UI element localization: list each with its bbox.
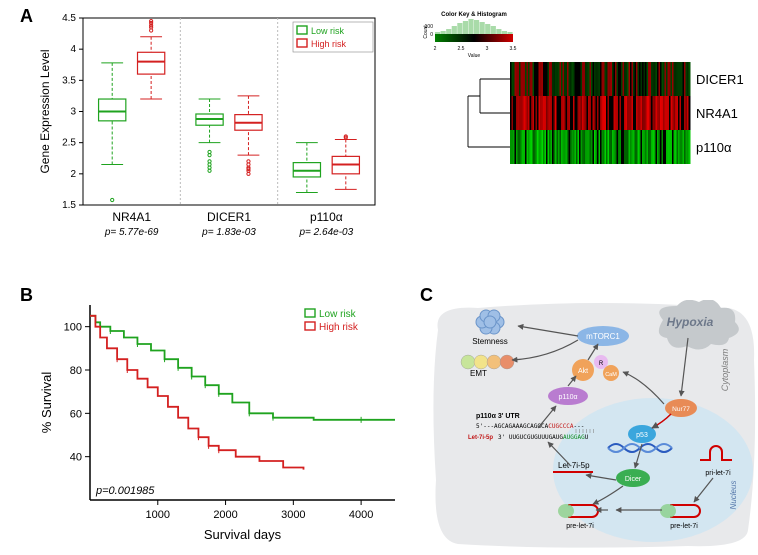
svg-text:pri-let-7i: pri-let-7i <box>705 470 731 477</box>
svg-text:EMT: EMT <box>470 369 487 378</box>
svg-text:3000: 3000 <box>281 509 305 521</box>
svg-text:3' UUGUCGUGUUUGAUGAUGGAGU: 3' UUGUCGUGUUUGAUGAUGGAGU <box>498 434 589 441</box>
svg-text:p110α: p110α <box>310 210 343 224</box>
svg-text:4: 4 <box>70 44 76 55</box>
heatmap-chart: Color Key & Histogram1000Count22.533.5Va… <box>400 8 750 198</box>
svg-text:Nur77: Nur77 <box>672 406 690 413</box>
svg-text:60: 60 <box>70 408 82 420</box>
svg-text:2.5: 2.5 <box>62 138 76 149</box>
svg-text:p= 5.77e-69: p= 5.77e-69 <box>104 227 159 238</box>
svg-text:p= 1.83e-03: p= 1.83e-03 <box>201 227 256 238</box>
panel-a-label: A <box>20 6 33 27</box>
svg-text:p110α: p110α <box>696 140 732 155</box>
svg-text:pre-let-7i: pre-let-7i <box>670 523 698 530</box>
svg-text:4000: 4000 <box>349 509 373 521</box>
svg-text:Akt: Akt <box>578 368 588 375</box>
svg-text:2: 2 <box>434 46 437 52</box>
svg-text:p= 2.64e-03: p= 2.64e-03 <box>298 227 353 238</box>
svg-text:1.5: 1.5 <box>62 200 76 211</box>
svg-text:0: 0 <box>430 32 433 38</box>
svg-text:% Survival: % Survival <box>39 372 54 434</box>
svg-text:CaM: CaM <box>605 372 617 378</box>
svg-text:NR4A1: NR4A1 <box>696 106 738 121</box>
panel-b-label: B <box>20 285 33 306</box>
svg-text:Let-7i-5p: Let-7i-5p <box>468 435 493 441</box>
svg-text:1000: 1000 <box>146 509 170 521</box>
svg-text:High risk: High risk <box>319 322 359 333</box>
svg-text:p=0.001985: p=0.001985 <box>95 485 155 497</box>
svg-text:Dicer: Dicer <box>625 476 642 483</box>
svg-text:p110α 3' UTR: p110α 3' UTR <box>476 413 520 420</box>
svg-text:100: 100 <box>64 322 82 334</box>
svg-text:Low risk: Low risk <box>311 26 345 36</box>
svg-text:mTORC1: mTORC1 <box>586 332 620 341</box>
svg-text:2.5: 2.5 <box>458 46 465 52</box>
svg-text:3: 3 <box>70 107 76 118</box>
svg-text:Survival days: Survival days <box>204 527 282 542</box>
svg-text:3.5: 3.5 <box>510 46 517 52</box>
svg-text:Value: Value <box>468 53 481 59</box>
svg-text:Cytoplasm: Cytoplasm <box>720 348 730 391</box>
svg-text:2: 2 <box>70 169 76 180</box>
svg-text:Hypoxia: Hypoxia <box>667 315 714 329</box>
boxplot-chart: 1.5 2 2.5 3 3.5 4 4.5 Gene Expression Level NR4A… <box>35 10 385 255</box>
svg-text:Gene Expression Level: Gene Expression Level <box>38 49 52 173</box>
svg-text:p110α: p110α <box>558 394 577 401</box>
svg-text:5'---AGCAGAAAGCAGGCACUGCCCA---: 5'---AGCAGAAAGCAGGCACUGCCCA--- <box>476 423 584 430</box>
svg-text:p53: p53 <box>636 432 648 439</box>
svg-text:Nucleus: Nucleus <box>729 481 738 510</box>
svg-text:High risk: High risk <box>311 39 347 49</box>
svg-text:pre-let-7i: pre-let-7i <box>566 523 594 530</box>
svg-text:NR4A1: NR4A1 <box>112 210 151 224</box>
survival-chart: 1000 2000 3000 4000 40 60 80 100 Survival days % … <box>35 295 405 545</box>
svg-text:40: 40 <box>70 452 82 464</box>
svg-text:80: 80 <box>70 365 82 377</box>
svg-text:Count: Count <box>423 25 429 39</box>
svg-text:4.5: 4.5 <box>62 13 76 24</box>
pathway-diagram: Cytoplasm Nucleus Hypoxia Stemness EMT mTORC1… <box>428 300 758 550</box>
svg-text:Low risk: Low risk <box>319 309 357 320</box>
svg-text:DICER1: DICER1 <box>207 210 251 224</box>
svg-text:2000: 2000 <box>213 509 237 521</box>
svg-text:3.5: 3.5 <box>62 75 76 86</box>
svg-text:DICER1: DICER1 <box>696 72 744 87</box>
svg-text:Let-7i-5p: Let-7i-5p <box>558 461 590 470</box>
svg-text:3: 3 <box>486 46 489 52</box>
svg-text:Color Key & Histogram: Color Key & Histogram <box>441 12 507 18</box>
svg-text:R: R <box>599 361 604 367</box>
svg-text:Stemness: Stemness <box>472 337 508 346</box>
